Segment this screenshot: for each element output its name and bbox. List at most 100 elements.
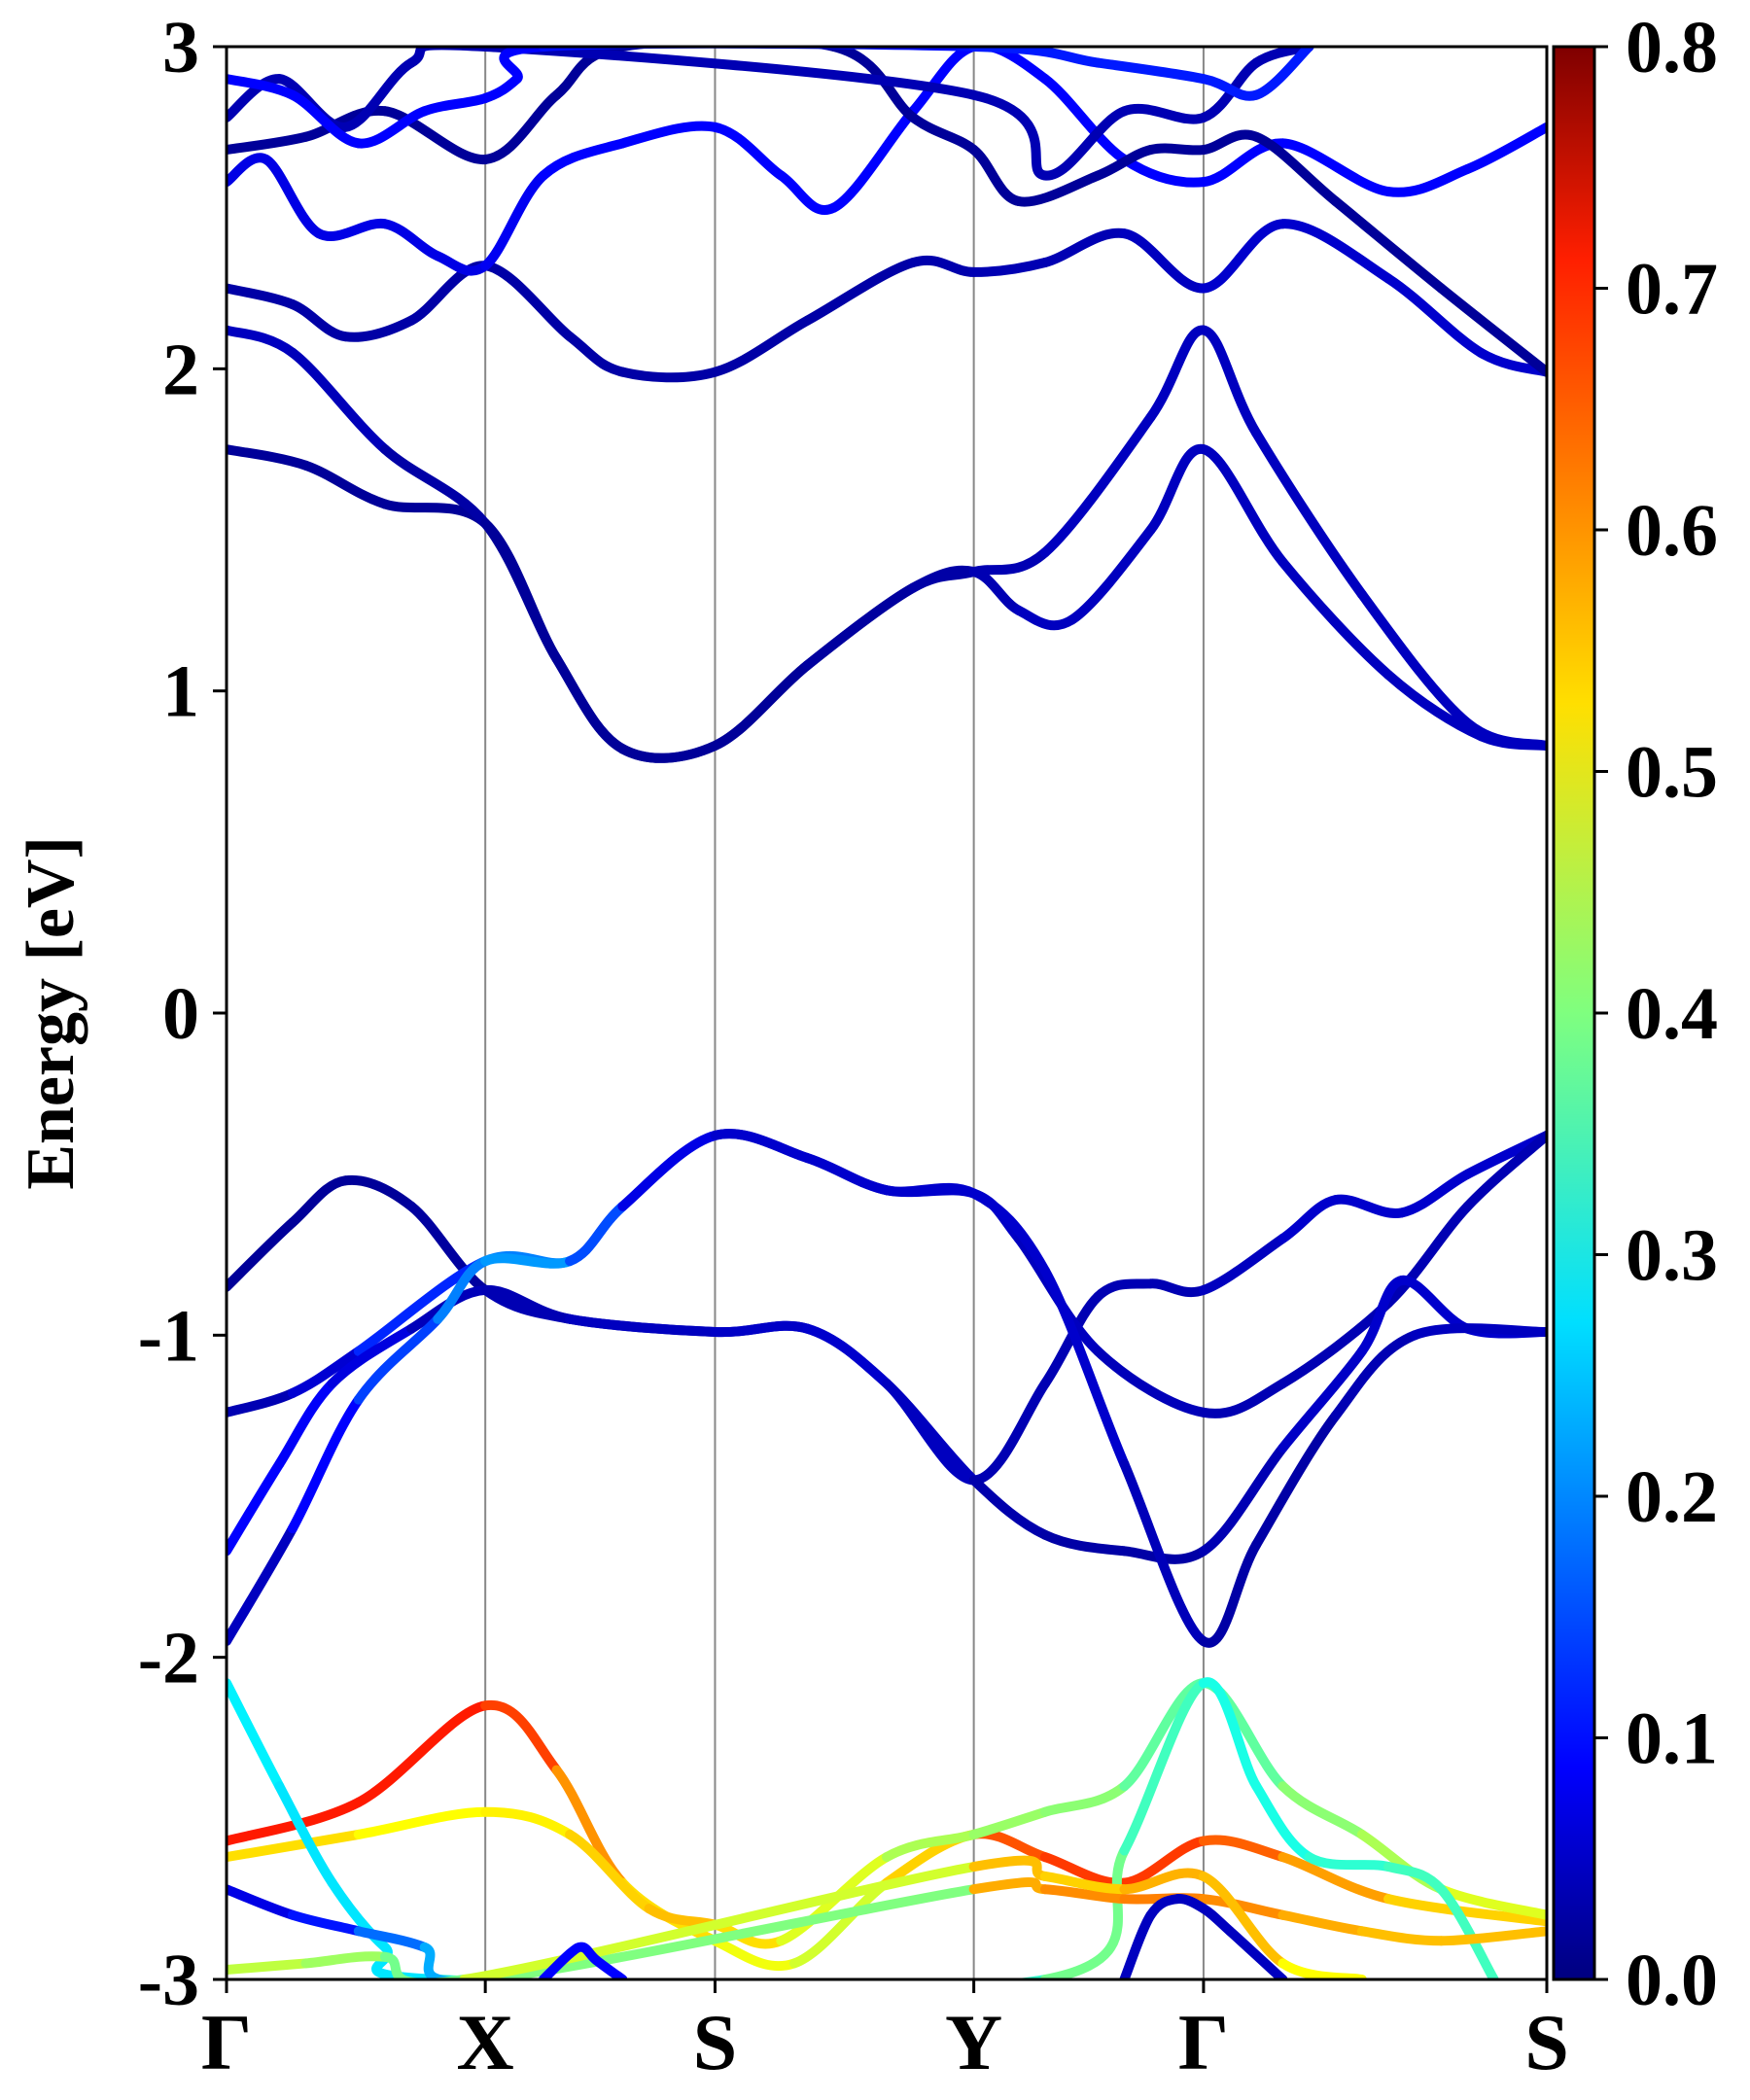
band-segment (227, 74, 298, 100)
y-axis-title: Energy [eV] (14, 836, 88, 1190)
band-segment (1330, 196, 1447, 294)
band-segment (1119, 1458, 1208, 1647)
band-segment (551, 47, 628, 100)
band-segment (882, 1182, 979, 1199)
band-segment (1278, 219, 1394, 284)
band-segment (1462, 122, 1547, 174)
band-segment (1039, 74, 1130, 164)
colorbar-tick-label: 0.2 (1626, 1456, 1718, 1538)
band-segment (1278, 138, 1394, 197)
band-segment (227, 1217, 298, 1292)
y-tick-label: -1 (138, 1295, 199, 1377)
band-segment (227, 1829, 364, 1863)
band-deep-7 (1119, 1894, 1288, 1979)
band-cb-2 (227, 325, 1547, 763)
bands (227, 47, 1547, 1979)
band-segment (551, 1765, 628, 1888)
band-segment (882, 1379, 979, 1486)
band-segment (1198, 1871, 1288, 1969)
band-segment (565, 1829, 654, 1914)
band-segment (287, 1175, 351, 1228)
band-segment (1067, 525, 1156, 625)
y-tick-label: 2 (162, 329, 199, 410)
colorbar-tick-label: 0.7 (1626, 249, 1718, 331)
band-segment (287, 1346, 364, 1398)
band-segment (433, 251, 491, 276)
band-segment (802, 1153, 892, 1196)
band-segment (710, 660, 813, 751)
band-segment (1251, 47, 1314, 100)
band-segment (968, 89, 1050, 181)
band-segment (968, 1855, 1050, 1881)
band-segment (353, 106, 430, 149)
band-cb-3 (227, 219, 1547, 383)
band-segment (968, 1379, 1050, 1486)
colorbar-tick-label: 0.1 (1626, 1698, 1718, 1780)
band-segment (1198, 1443, 1288, 1557)
band-segment (1198, 219, 1288, 294)
band-segment (480, 1806, 576, 1839)
band-segment (1278, 1958, 1367, 1979)
band-segment (968, 1876, 1050, 1895)
band-segment (968, 1829, 1050, 1863)
band-segment (908, 112, 979, 156)
band-segment (828, 106, 919, 213)
band-segment (227, 1797, 364, 1846)
band-segment (908, 567, 979, 593)
band-segment (617, 367, 720, 383)
band-segment (776, 170, 839, 215)
band-segment (1436, 283, 1547, 377)
band-segment (227, 1884, 298, 1920)
band-segment (419, 93, 491, 117)
band-segment (261, 154, 325, 239)
band-segment (1278, 1909, 1367, 1937)
band-segment (1251, 131, 1341, 207)
band-segment (1119, 154, 1208, 188)
band-segment (617, 740, 720, 763)
kpoint-label: Γ (201, 1998, 252, 2086)
band-segment (968, 47, 1050, 85)
band-segment (287, 299, 351, 342)
kpoint-label: X (457, 1998, 514, 2086)
band-segment (1039, 1781, 1130, 1817)
band-segment (480, 261, 576, 342)
band-segment (1251, 428, 1367, 600)
band-segment (908, 47, 979, 117)
band-segment (1198, 1904, 1236, 1937)
colorbar-tick-label: 0.0 (1626, 1940, 1718, 2021)
colorbar-gradient (1552, 45, 1596, 1981)
band-segment (287, 1909, 364, 1937)
kpoint-label: Y (945, 1998, 1002, 2086)
band-vb-4 (227, 1129, 1547, 1648)
colorbar-ticks: 0.0 0.1 0.2 0.3 0.4 0.5 0.6 0.7 0.8 (1594, 7, 1718, 2021)
band-segment (227, 74, 285, 122)
band-segment (1383, 273, 1487, 358)
band-vb-3 (227, 1276, 1547, 1564)
band-segment (1119, 1836, 1208, 1888)
band-segment (617, 121, 720, 149)
band-segment (1278, 1346, 1367, 1453)
band-segment (1119, 1678, 1208, 1856)
band-segment (1093, 57, 1208, 85)
band-segment (710, 1320, 813, 1338)
colorbar-tick-label: 0.8 (1626, 7, 1718, 88)
band-segment (480, 1253, 576, 1269)
band-segment (433, 1256, 491, 1324)
band-segment (565, 332, 628, 377)
plot-frame (225, 45, 1549, 1981)
band-segment (480, 1284, 576, 1324)
band-segment (968, 47, 1103, 68)
kpoint-label: S (693, 1998, 738, 2086)
band-segment (287, 1394, 364, 1534)
band-segment (1410, 1323, 1547, 1341)
y-tick-label: 3 (162, 7, 199, 88)
band-segment (1198, 1539, 1262, 1648)
colorbar: 0.0 0.1 0.2 0.3 0.4 0.5 0.6 0.7 0.8 (1552, 7, 1718, 2021)
band-cb-5 (227, 47, 1547, 377)
band-segment (538, 138, 628, 181)
band-segment (1093, 1278, 1156, 1302)
band-segment (1145, 143, 1208, 156)
band-segment (1383, 1201, 1473, 1309)
band-segment (1356, 1926, 1447, 1946)
